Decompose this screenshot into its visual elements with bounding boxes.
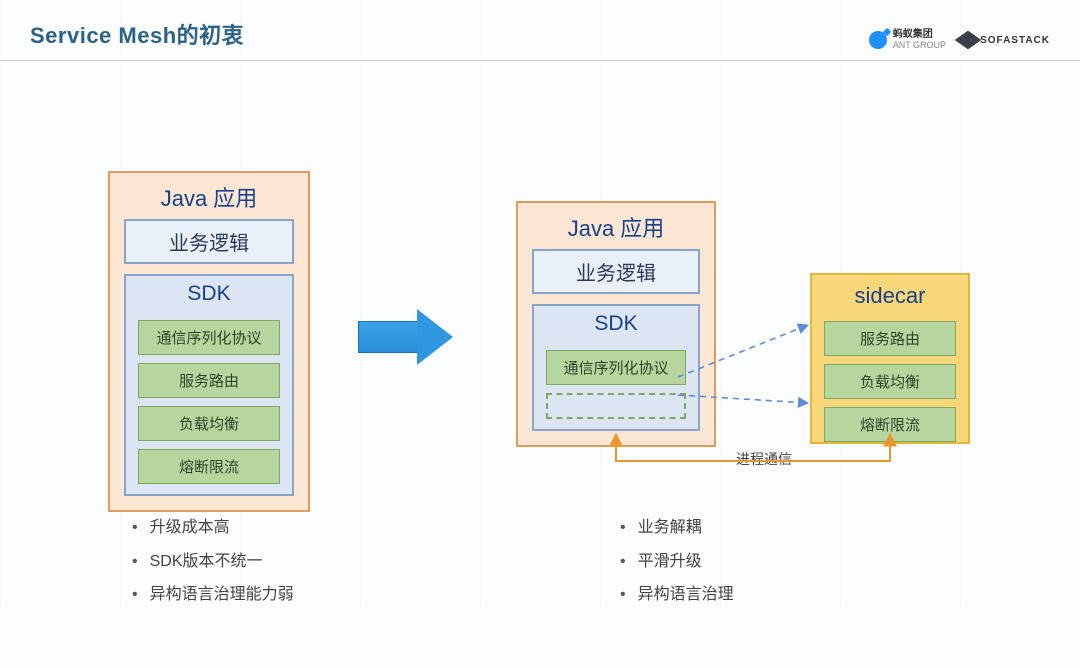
bullet-item: 业务解耦 <box>620 511 734 545</box>
left-sdk-title: SDK <box>126 276 292 312</box>
right-cap: 通信序列化协议 <box>546 350 686 385</box>
right-java-app-box: Java 应用 业务逻辑 SDK 通信序列化协议 <box>516 201 716 447</box>
antgroup-logo: 蚂蚁集团 ANT GROUP <box>869 30 946 50</box>
left-bullets: 升级成本高 SDK版本不统一 异构语言治理能力弱 <box>132 511 294 612</box>
left-cap: 熔断限流 <box>138 449 280 484</box>
left-java-app-box: Java 应用 业务逻辑 SDK 通信序列化协议 服务路由 负载均衡 熔断限流 <box>108 171 310 512</box>
right-bullets: 业务解耦 平滑升级 异构语言治理 <box>620 511 734 612</box>
sidecar-title: sidecar <box>812 275 968 313</box>
sidecar-cap: 服务路由 <box>824 321 956 356</box>
bullet-item: 升级成本高 <box>132 511 294 545</box>
slide-title: Service Mesh的初衷 <box>30 18 244 50</box>
ipc-label: 进程通信 <box>736 449 792 469</box>
antgroup-name-cn: 蚂蚁集团 <box>893 30 946 41</box>
logo-group: 蚂蚁集团 ANT GROUP SOFASTACK <box>869 30 1050 50</box>
antgroup-name-en: ANT GROUP <box>893 41 946 50</box>
sidecar-box: sidecar 服务路由 负载均衡 熔断限流 <box>810 273 970 444</box>
right-sdk-box: SDK 通信序列化协议 <box>532 304 700 431</box>
bullet-item: SDK版本不统一 <box>132 545 294 579</box>
sidecar-cap: 熔断限流 <box>824 407 956 442</box>
left-app-title: Java 应用 <box>110 173 308 219</box>
right-sdk-title: SDK <box>534 306 698 342</box>
antgroup-mark-icon <box>869 31 887 49</box>
right-biz-logic-box: 业务逻辑 <box>532 249 700 294</box>
sofastack-cube-icon <box>955 31 982 50</box>
left-biz-logic-box: 业务逻辑 <box>124 219 294 264</box>
header: Service Mesh的初衷 蚂蚁集团 ANT GROUP SOFASTACK <box>0 0 1080 61</box>
left-cap: 负载均衡 <box>138 406 280 441</box>
left-cap: 服务路由 <box>138 363 280 398</box>
left-cap: 通信序列化协议 <box>138 320 280 355</box>
sofastack-logo: SOFASTACK <box>960 32 1050 48</box>
sofastack-text: SOFASTACK <box>980 35 1050 46</box>
right-cap-removed-slot <box>546 393 686 419</box>
left-sdk-box: SDK 通信序列化协议 服务路由 负载均衡 熔断限流 <box>124 274 294 496</box>
right-app-title: Java 应用 <box>518 203 714 249</box>
bullet-item: 平滑升级 <box>620 545 734 579</box>
sidecar-cap: 负载均衡 <box>824 364 956 399</box>
